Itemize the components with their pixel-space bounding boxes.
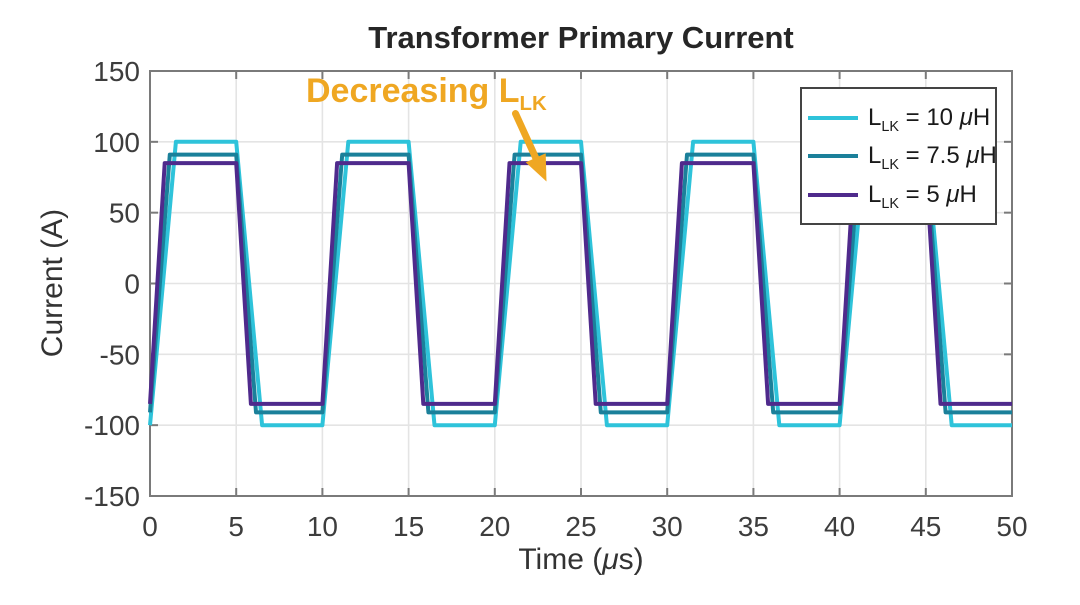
x-tick-label: 15 bbox=[393, 511, 424, 542]
legend-line-sample bbox=[808, 115, 858, 120]
x-tick-label: 30 bbox=[652, 511, 683, 542]
annotation-text: Decreasing LLK bbox=[306, 72, 547, 114]
y-tick-label: -50 bbox=[100, 339, 140, 370]
y-tick-label: 0 bbox=[124, 269, 140, 300]
x-tick-label: 25 bbox=[565, 511, 596, 542]
trace-llk-7p5uh bbox=[148, 152, 1012, 415]
trace-llk-10uh bbox=[148, 139, 1012, 428]
y-tick-label: -100 bbox=[84, 410, 140, 441]
trace-llk-5uh bbox=[148, 161, 1012, 406]
annotation-arrow bbox=[511, 110, 547, 182]
x-tick-label: 10 bbox=[307, 511, 338, 542]
legend-entry: LLK = 10 μH bbox=[808, 103, 991, 135]
chart-title: Transformer Primary Current bbox=[368, 20, 794, 55]
x-axis-label: Time (μs) bbox=[150, 543, 1012, 577]
arrow-shaft bbox=[511, 110, 541, 165]
legend-label: LLK = 7.5 μH bbox=[868, 142, 997, 173]
annotation-text-sub: LK bbox=[519, 92, 547, 115]
y-tick-labels: -150 -100 -50 0 50 100 150 bbox=[84, 56, 140, 512]
legend-label: LLK = 10 μH bbox=[868, 103, 991, 135]
y-tick-label: 50 bbox=[109, 198, 140, 229]
x-tick-label: 40 bbox=[824, 511, 855, 542]
y-axis-label: Current (A) bbox=[36, 208, 69, 358]
waveform-traces bbox=[148, 139, 1012, 428]
x-tick-label: 50 bbox=[996, 511, 1027, 542]
mu-symbol: μ bbox=[602, 543, 619, 576]
tick-marks bbox=[149, 70, 1013, 497]
legend-label: LLK = 5 μH bbox=[868, 180, 977, 212]
y-tick-label: -150 bbox=[84, 481, 140, 512]
x-tick-label: 45 bbox=[910, 511, 941, 542]
legend-entry: LLK = 5 μH bbox=[808, 180, 987, 212]
annotation-text-main: Decreasing L bbox=[306, 72, 520, 110]
x-axis-label-post: s) bbox=[618, 543, 644, 576]
legend-entry: LLK = 7.5 μH bbox=[808, 142, 997, 172]
y-tick-label: 150 bbox=[93, 56, 140, 87]
x-tick-labels: 0 5 10 15 20 25 30 35 40 45 50 bbox=[142, 511, 1027, 542]
x-axis-label-pre: Time ( bbox=[518, 543, 603, 576]
x-tick-label: 5 bbox=[228, 511, 244, 542]
legend: LLK = 10 μH LLK = 7.5 μH LLK = 5 μH bbox=[800, 87, 997, 225]
x-tick-label: 35 bbox=[738, 511, 769, 542]
y-tick-label: 100 bbox=[93, 127, 140, 158]
x-tick-label: 0 bbox=[142, 511, 158, 542]
legend-line-sample bbox=[808, 192, 858, 197]
x-tick-label: 20 bbox=[479, 511, 510, 542]
legend-line-sample bbox=[808, 154, 858, 158]
arrow-head bbox=[525, 153, 547, 182]
